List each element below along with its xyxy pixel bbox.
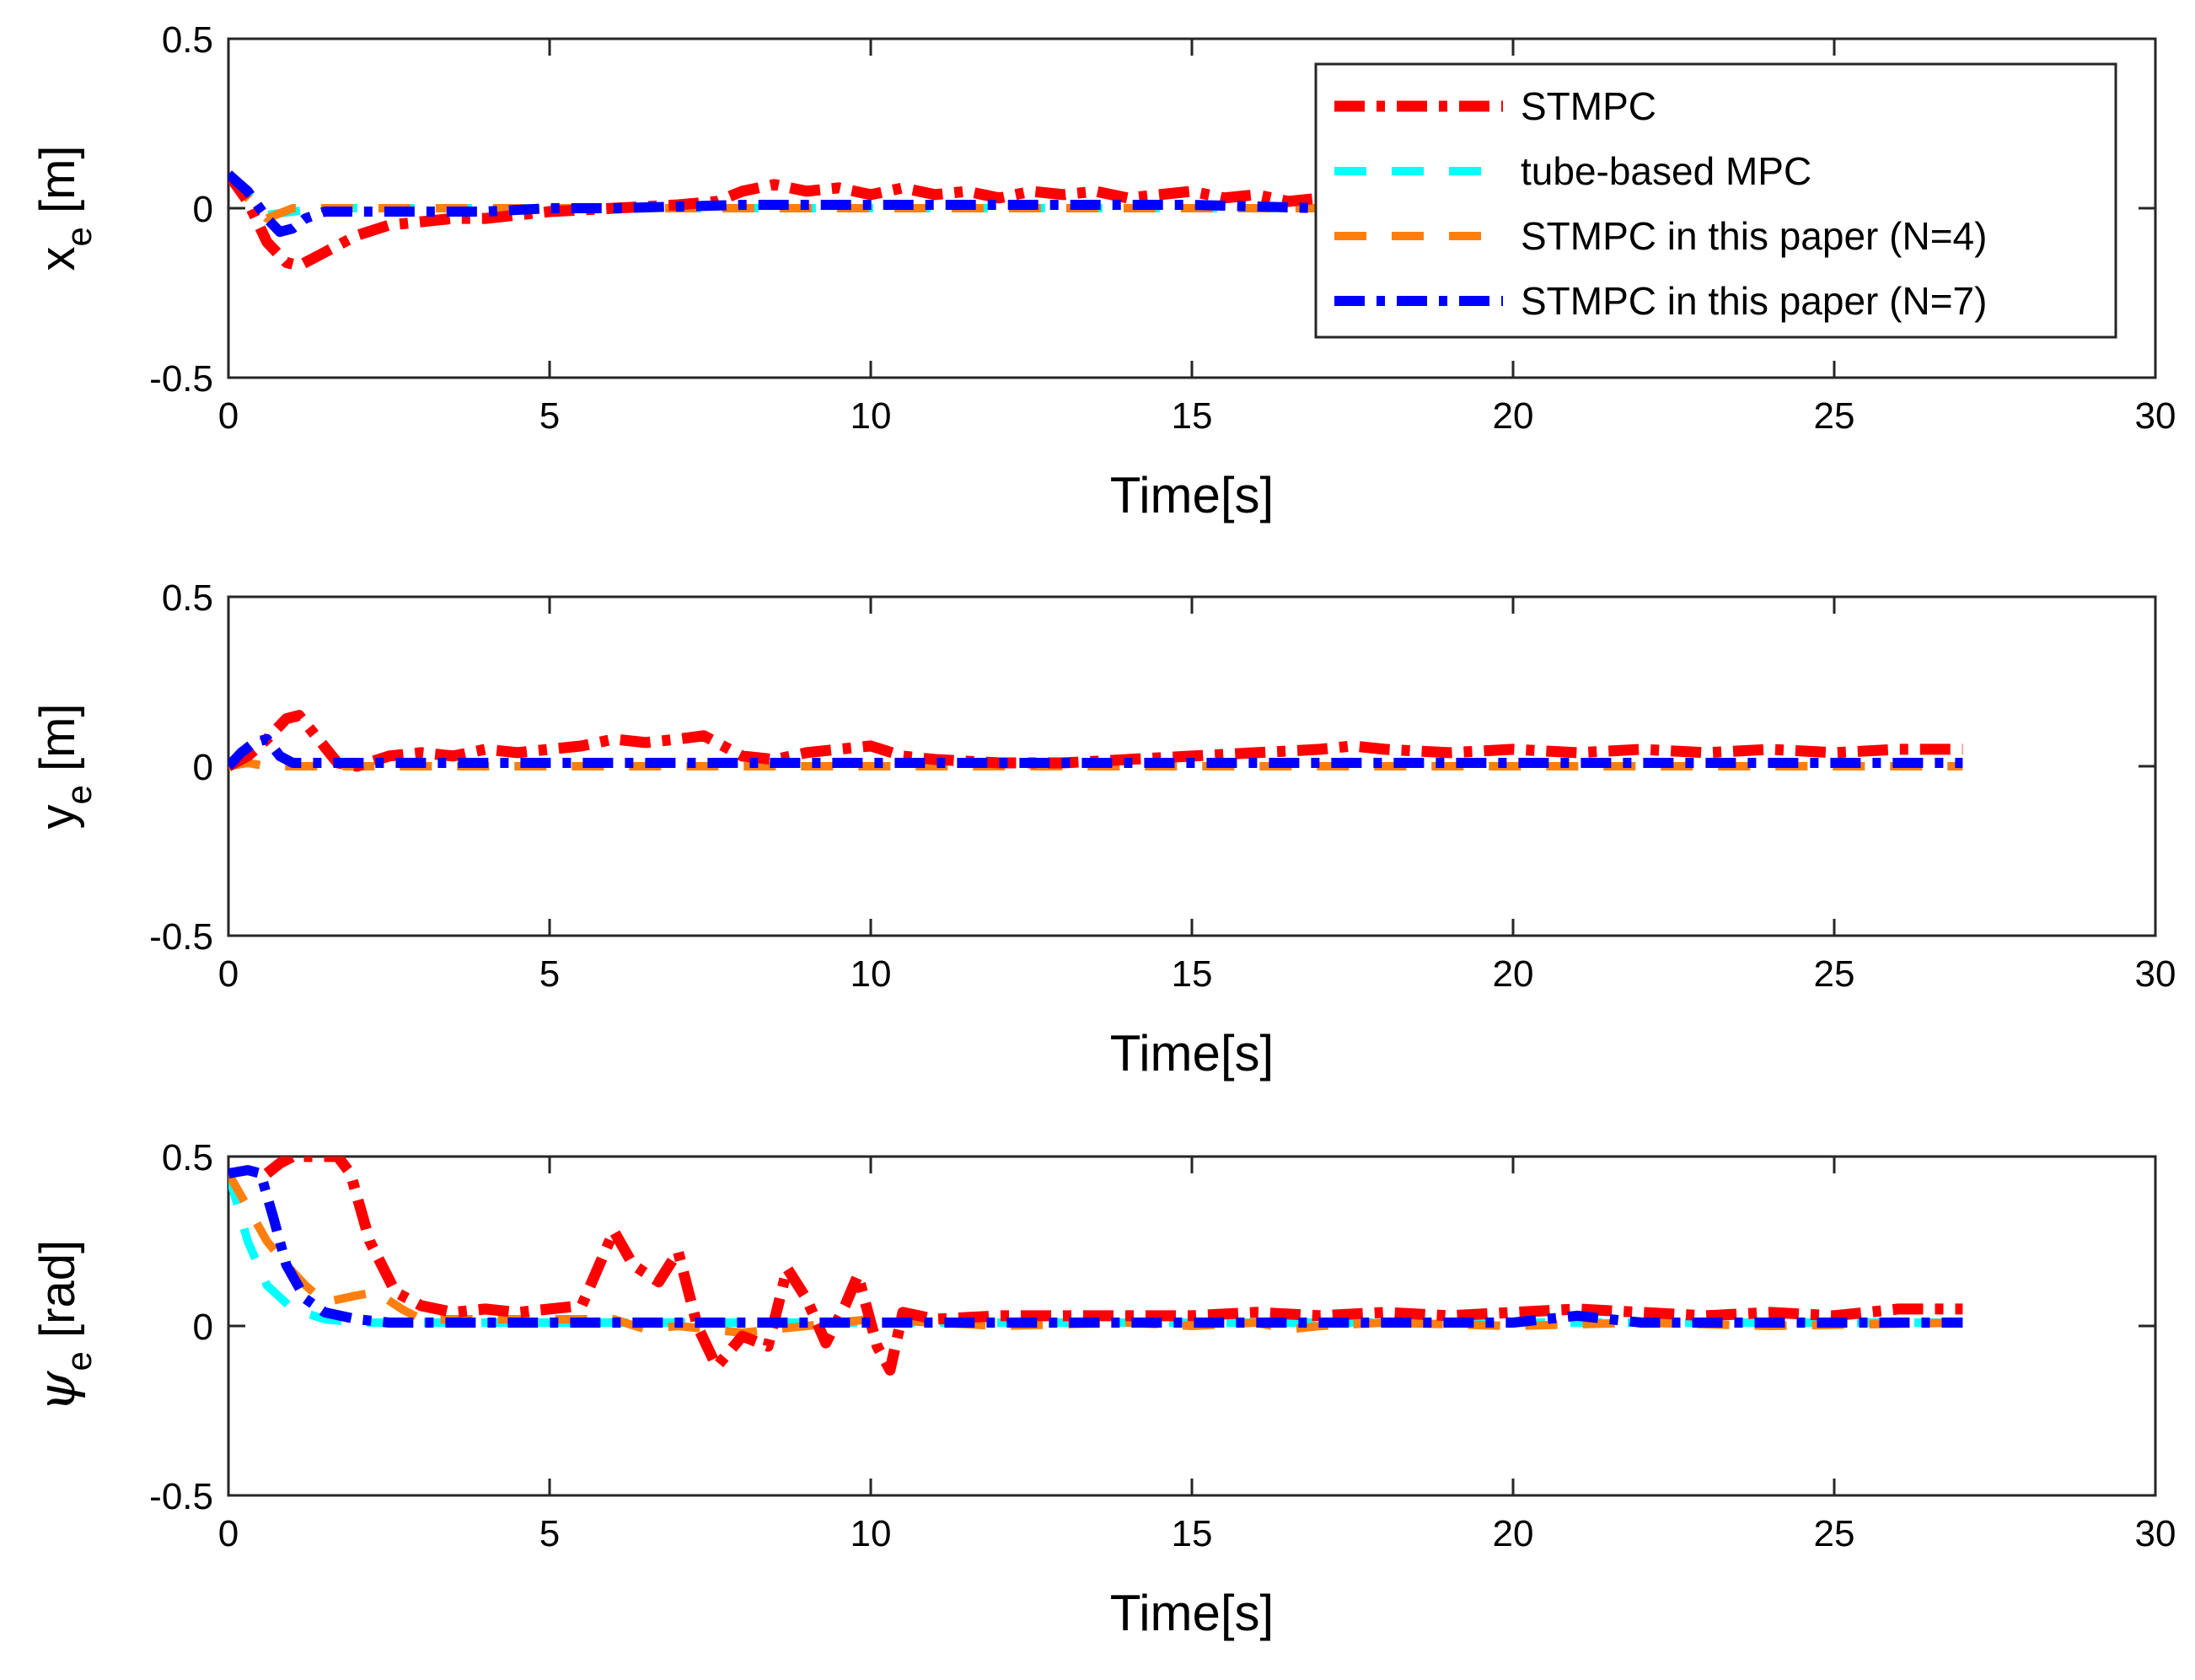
legend-label: STMPC in this paper (N=4) (1521, 214, 1987, 258)
x-axis-title: Time[s] (1110, 467, 1274, 523)
y-axis-title: ψe [rad] (25, 1240, 99, 1412)
y-axis-unit: [rad] (30, 1240, 85, 1351)
y-axis-symbol: ψ (25, 1370, 87, 1412)
x-tick-label: 30 (2135, 953, 2176, 995)
y-axis-subscript: e (59, 785, 99, 804)
y-axis-unit: [m] (30, 703, 85, 785)
legend-label: STMPC (1521, 84, 1656, 128)
legend-label: tube-based MPC (1521, 149, 1811, 193)
y-axis-symbol: y (30, 805, 85, 829)
y-tick-label: 0 (193, 189, 213, 230)
x-tick-label: 5 (539, 1513, 560, 1554)
legend-label: STMPC in this paper (N=7) (1521, 279, 1987, 323)
y-axis-subscript: e (59, 1351, 99, 1371)
x-tick-label: 10 (851, 953, 892, 995)
x-tick-label: 10 (851, 1513, 892, 1554)
x-tick-label: 10 (851, 395, 892, 437)
series-line-stmpc (263, 1157, 1963, 1376)
x-tick-label: 25 (1814, 395, 1855, 437)
x-tick-label: 5 (539, 395, 560, 437)
x-tick-label: 15 (1172, 1513, 1213, 1554)
y-axis-title: ye [m] (30, 703, 99, 829)
x-tick-label: 0 (218, 1513, 239, 1554)
y-tick-label: 0 (193, 1307, 213, 1348)
series-line-stmpc-in-this-paper-n-7 (228, 170, 1321, 238)
x-tick-label: 30 (2135, 395, 2176, 437)
x-axis-title: Time[s] (1110, 1025, 1274, 1082)
x-tick-label: 0 (218, 953, 239, 995)
x-tick-label: 25 (1814, 1513, 1855, 1554)
legend-box (1314, 62, 2117, 339)
y-tick-label: 0 (193, 747, 213, 788)
legend: STMPC tube-based MPC STMPC in this paper (… (1314, 62, 2117, 339)
y-tick-label: -0.5 (149, 916, 213, 958)
x-tick-label: 15 (1172, 395, 1213, 437)
x-tick-label: 30 (2135, 1513, 2176, 1554)
y-axis-symbol: x (30, 247, 85, 271)
y-axis-title: xe [m] (30, 145, 99, 271)
y-tick-label: -0.5 (149, 358, 213, 400)
x-tick-label: 0 (218, 395, 239, 437)
plot-area (228, 170, 1322, 271)
plot-area (228, 710, 1963, 772)
y-axis-subscript: e (59, 227, 99, 246)
y-tick-label: -0.5 (149, 1476, 213, 1517)
plot-area (228, 1157, 1963, 1376)
series-line-stmpc-in-this-paper-n-7 (228, 733, 1963, 770)
x-tick-label: 20 (1493, 953, 1534, 995)
y-axis-unit: [m] (30, 145, 85, 227)
series-line-stmpc-in-this-paper-n-7 (228, 1165, 1963, 1328)
x-tick-label: 5 (539, 953, 560, 995)
y-tick-label: 0.5 (162, 19, 213, 61)
x-axis-title: Time[s] (1110, 1585, 1274, 1641)
series-line-stmpc (228, 171, 1322, 271)
x-tick-label: 20 (1493, 1513, 1534, 1554)
x-tick-label: 25 (1814, 953, 1855, 995)
x-tick-label: 15 (1172, 953, 1213, 995)
x-tick-label: 20 (1493, 395, 1534, 437)
y-tick-label: 0.5 (162, 577, 213, 619)
y-tick-label: 0.5 (162, 1137, 213, 1178)
